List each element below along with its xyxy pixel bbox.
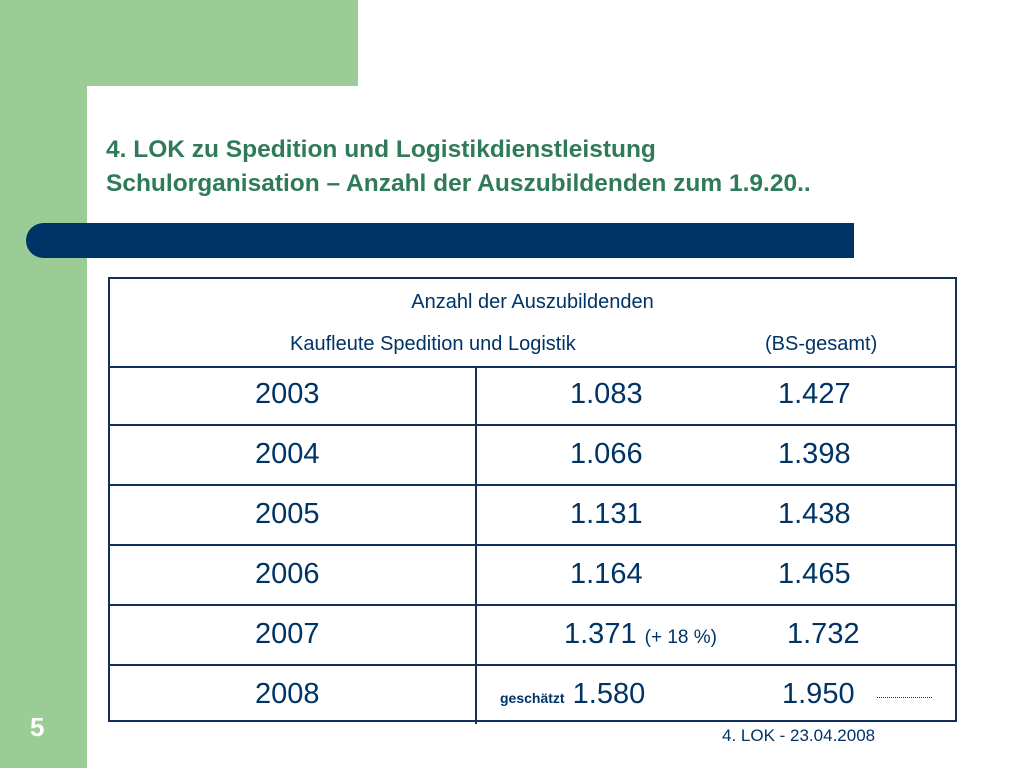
year-cell: 2004 <box>255 438 320 470</box>
year-cell: 2005 <box>255 498 320 530</box>
year-cell: 2003 <box>255 378 320 410</box>
footer-text: 4. LOK - 23.04.2008 <box>722 726 876 745</box>
kaufleute-value: 1.083 <box>570 378 643 410</box>
table-header: Anzahl der Auszubildenden Kaufleute Sped… <box>110 279 955 368</box>
table-row: 2007 1.371 (+ 18 %) 1.732 <box>110 606 955 666</box>
kaufleute-value: 1.131 <box>570 498 643 530</box>
column-divider <box>475 606 477 664</box>
table-row: 2003 1.083 1.427 <box>110 366 955 426</box>
total-value: 1.465 <box>778 558 851 590</box>
growth-note: (+ 18 %) <box>644 627 717 648</box>
kaufleute-value-group: geschätzt 1.580 <box>500 678 645 711</box>
decorative-navy-bar <box>26 223 854 258</box>
year-cell: 2006 <box>255 558 320 590</box>
table-row: 2005 1.131 1.438 <box>110 486 955 546</box>
total-value: 1.732 <box>787 618 860 650</box>
decorative-green-block <box>0 0 358 86</box>
total-value: 1.427 <box>778 378 851 410</box>
kaufleute-value: 1.371 <box>564 618 637 650</box>
trainee-count-table: Anzahl der Auszubildenden Kaufleute Sped… <box>108 277 957 724</box>
slide-number: 5 <box>30 712 45 742</box>
table-header-subtitle: Kaufleute Spedition und Logistik <box>290 333 576 355</box>
column-divider <box>475 486 477 544</box>
table-row: 2004 1.066 1.398 <box>110 426 955 486</box>
decorative-rounded-corner <box>87 86 167 166</box>
year-cell: 2007 <box>255 618 320 650</box>
table-row: 2008 geschätzt 1.580 1.950 <box>110 666 955 724</box>
total-value: 1.438 <box>778 498 851 530</box>
table-header-total-label: (BS-gesamt) <box>765 333 878 355</box>
kaufleute-value-group: 1.371 (+ 18 %) <box>564 618 717 651</box>
table-header-title: Anzahl der Auszubildenden <box>411 291 654 313</box>
total-value: 1.398 <box>778 438 851 470</box>
decorative-green-strip <box>0 0 87 768</box>
column-divider <box>475 546 477 604</box>
column-divider <box>475 426 477 484</box>
slide-title-line-2: Schulorganisation – Anzahl der Auszubild… <box>106 170 811 197</box>
dotted-line <box>877 697 932 698</box>
kaufleute-value: 1.580 <box>572 678 646 710</box>
column-divider <box>475 366 477 424</box>
kaufleute-value: 1.066 <box>570 438 643 470</box>
table-row: 2006 1.164 1.465 <box>110 546 955 606</box>
column-divider <box>475 666 477 724</box>
year-cell: 2008 <box>255 678 320 710</box>
slide-title-line-1: 4. LOK zu Spedition und Logistikdienstle… <box>106 136 656 163</box>
estimate-label: geschätzt <box>500 690 565 706</box>
kaufleute-value: 1.164 <box>570 558 643 590</box>
total-value: 1.950 <box>782 678 855 710</box>
